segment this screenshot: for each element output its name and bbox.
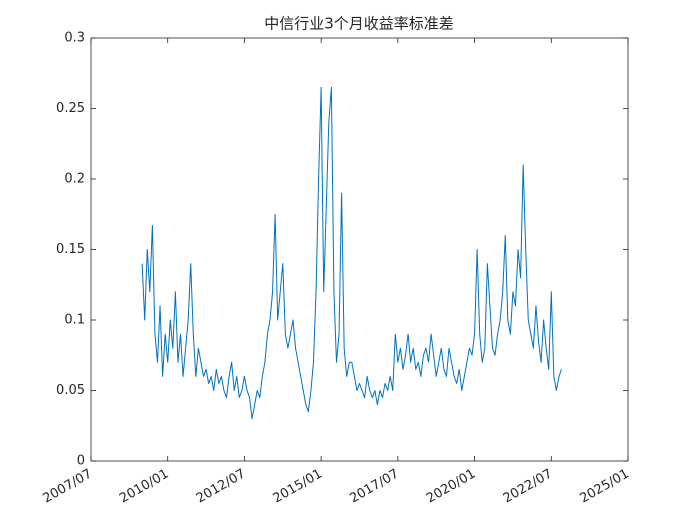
y-tick-label: 0.2 — [64, 172, 85, 187]
y-tick-label: 0.1 — [64, 313, 85, 328]
y-tick-label: 0.05 — [56, 383, 85, 398]
y-tick-label: 0 — [77, 454, 85, 469]
chart-title: 中信行业3个月收益率标准差 — [264, 15, 454, 33]
y-tick-label: 0.15 — [56, 242, 85, 257]
y-tick-label: 0.3 — [64, 31, 85, 46]
y-tick-label: 0.25 — [56, 101, 85, 116]
plot-area — [90, 37, 629, 462]
data-line — [141, 86, 562, 420]
